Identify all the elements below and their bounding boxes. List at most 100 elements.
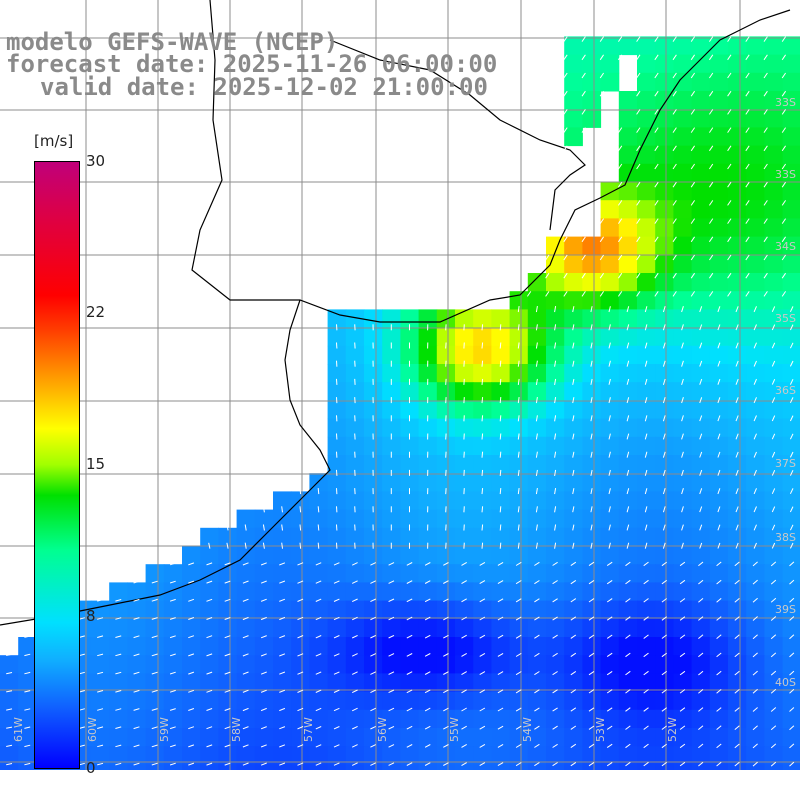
speed-cell bbox=[291, 546, 310, 565]
speed-cell bbox=[491, 400, 511, 420]
wind-arrow bbox=[672, 291, 677, 297]
speed-cell bbox=[673, 618, 693, 638]
speed-cell bbox=[127, 673, 147, 693]
speed-cell bbox=[709, 455, 729, 474]
speed-cell bbox=[436, 564, 456, 583]
wind-arrow bbox=[499, 469, 502, 476]
colorbar-tick-0: 0 bbox=[86, 759, 96, 777]
speed-cell bbox=[91, 618, 110, 638]
wind-arrow bbox=[333, 562, 340, 566]
wind-arrow bbox=[617, 127, 623, 133]
wind-arrow bbox=[479, 634, 486, 639]
speed-cell bbox=[600, 327, 620, 347]
speed-cell bbox=[364, 491, 383, 511]
wind-arrow bbox=[351, 598, 358, 603]
wind-arrow bbox=[679, 761, 686, 767]
wind-arrow bbox=[481, 433, 484, 440]
speed-cell bbox=[254, 600, 274, 620]
wind-arrow bbox=[662, 433, 666, 440]
speed-cell bbox=[364, 600, 383, 620]
speed-cell bbox=[564, 273, 583, 292]
wind-arrow bbox=[572, 397, 575, 404]
wind-arrow bbox=[590, 306, 593, 313]
wind-arrow bbox=[169, 653, 176, 657]
speed-cell bbox=[728, 327, 747, 347]
wind-arrow bbox=[763, 36, 768, 42]
speed-cell bbox=[564, 36, 583, 56]
wind-arrow bbox=[388, 689, 395, 694]
wind-arrow bbox=[716, 725, 722, 730]
speed-cell bbox=[327, 600, 347, 620]
speed-cell bbox=[673, 527, 693, 547]
speed-cell bbox=[436, 455, 456, 474]
speed-cell bbox=[218, 746, 238, 765]
wind-arrow bbox=[388, 707, 395, 712]
wind-arrow bbox=[169, 562, 176, 566]
wind-arrow bbox=[770, 725, 777, 731]
speed-cell bbox=[200, 564, 219, 583]
wind-arrow bbox=[752, 725, 758, 731]
wind-arrow bbox=[662, 415, 666, 422]
wind-arrow bbox=[24, 708, 31, 711]
wind-arrow bbox=[771, 378, 776, 385]
speed-cell bbox=[236, 764, 256, 770]
speed-cell bbox=[728, 637, 747, 656]
speed-cell bbox=[764, 182, 784, 201]
wind-arrow bbox=[281, 506, 283, 513]
speed-cell bbox=[709, 273, 729, 292]
wind-arrow bbox=[479, 652, 486, 657]
speed-cell bbox=[673, 673, 693, 693]
speed-cell bbox=[564, 637, 583, 656]
wind-arrow bbox=[734, 616, 740, 621]
wind-arrow bbox=[699, 397, 703, 404]
wind-arrow bbox=[643, 707, 649, 712]
speed-cell bbox=[254, 746, 274, 765]
wind-arrow bbox=[699, 306, 703, 313]
wind-arrow bbox=[644, 306, 648, 313]
wind-arrow bbox=[699, 542, 703, 549]
speed-cell bbox=[127, 728, 147, 747]
speed-cell bbox=[691, 709, 711, 729]
wind-arrow bbox=[745, 54, 750, 61]
speed-cell bbox=[746, 364, 765, 383]
speed-cell bbox=[728, 564, 747, 583]
speed-cell bbox=[163, 637, 183, 656]
wind-arrow bbox=[753, 542, 757, 549]
speed-cell bbox=[345, 436, 365, 456]
speed-cell bbox=[764, 691, 784, 711]
wind-arrow bbox=[424, 598, 431, 603]
wind-arrow bbox=[517, 524, 520, 531]
wind-arrow bbox=[406, 580, 413, 584]
wind-arrow bbox=[552, 616, 558, 621]
wind-arrow bbox=[151, 744, 158, 748]
wind-arrow bbox=[133, 762, 140, 766]
wind-arrow bbox=[206, 598, 213, 602]
wind-arrow bbox=[681, 342, 684, 349]
speed-cell bbox=[254, 709, 274, 729]
speed-cell bbox=[509, 600, 529, 620]
speed-cell bbox=[728, 728, 747, 747]
speed-cell bbox=[746, 72, 765, 92]
wind-arrow bbox=[97, 762, 104, 766]
speed-cell bbox=[782, 72, 800, 92]
speed-cell bbox=[655, 72, 674, 92]
wind-arrow bbox=[206, 744, 213, 748]
speed-cell bbox=[327, 564, 347, 583]
speed-cell bbox=[0, 673, 19, 693]
speed-cell bbox=[91, 728, 110, 747]
wind-arrow bbox=[279, 635, 286, 639]
speed-cell bbox=[509, 546, 529, 565]
speed-cell bbox=[546, 400, 565, 420]
wind-arrow bbox=[499, 397, 502, 404]
wind-arrow bbox=[735, 451, 739, 458]
wind-arrow bbox=[588, 761, 595, 767]
speed-cell bbox=[345, 564, 365, 583]
speed-cell bbox=[764, 327, 784, 347]
wind-arrow bbox=[770, 743, 777, 749]
speed-cell bbox=[527, 728, 547, 747]
wind-arrow bbox=[242, 726, 249, 730]
wind-arrow bbox=[297, 562, 304, 566]
wind-arrow bbox=[581, 54, 586, 61]
speed-cell bbox=[782, 600, 800, 620]
wind-arrow bbox=[717, 433, 721, 440]
